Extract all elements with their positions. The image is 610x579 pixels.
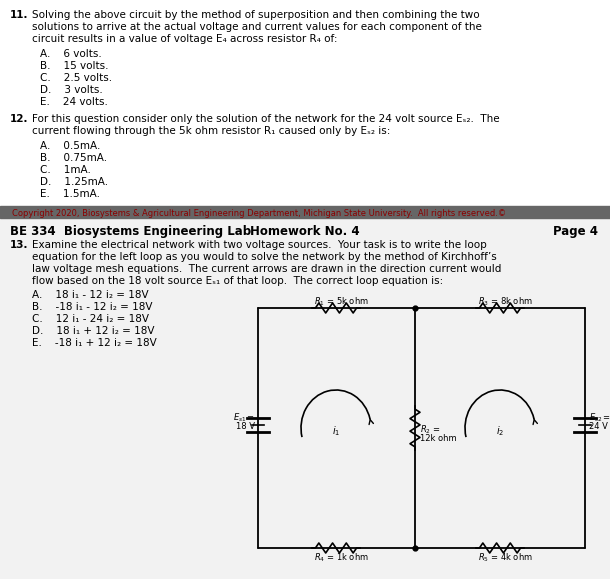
Text: 24 V: 24 V — [589, 422, 608, 431]
Text: B.    -18 i₁ - 12 i₂ = 18V: B. -18 i₁ - 12 i₂ = 18V — [32, 302, 152, 312]
Text: $E_{s2}=$: $E_{s2}=$ — [589, 412, 610, 424]
Text: equation for the left loop as you would to solve the network by the method of Ki: equation for the left loop as you would … — [32, 252, 497, 262]
Text: A.    0.5mA.: A. 0.5mA. — [40, 141, 101, 151]
Bar — [0, 218, 610, 579]
Text: D.    1.25mA.: D. 1.25mA. — [40, 177, 108, 187]
Text: D.    3 volts.: D. 3 volts. — [40, 85, 102, 95]
Text: C.    2.5 volts.: C. 2.5 volts. — [40, 73, 112, 83]
Text: $R_1$ = 5k ohm: $R_1$ = 5k ohm — [314, 296, 369, 309]
Text: law voltage mesh equations.  The current arrows are drawn in the direction curre: law voltage mesh equations. The current … — [32, 264, 501, 274]
Text: C.    1mA.: C. 1mA. — [40, 165, 91, 175]
Text: BE 334  Biosystems Engineering Lab: BE 334 Biosystems Engineering Lab — [10, 225, 251, 238]
Text: D.    18 i₁ + 12 i₂ = 18V: D. 18 i₁ + 12 i₂ = 18V — [32, 326, 154, 336]
Text: $i_1$: $i_1$ — [332, 424, 340, 438]
Text: E.    1.5mA.: E. 1.5mA. — [40, 189, 100, 199]
Text: circuit results in a value of voltage E₄ across resistor R₄ of:: circuit results in a value of voltage E₄… — [32, 34, 337, 44]
Text: 12.: 12. — [10, 114, 29, 124]
Text: Copyright 2020, Biosystems & Agricultural Engineering Department, Michigan State: Copyright 2020, Biosystems & Agricultura… — [12, 209, 506, 218]
Text: Page 4: Page 4 — [553, 225, 598, 238]
Text: $R_3$ = 8k ohm: $R_3$ = 8k ohm — [478, 296, 533, 309]
Text: Examine the electrical network with two voltage sources.  Your task is to write : Examine the electrical network with two … — [32, 240, 487, 250]
Text: current flowing through the 5k ohm resistor R₁ caused only by Eₛ₂ is:: current flowing through the 5k ohm resis… — [32, 126, 390, 136]
Bar — [0, 206, 610, 218]
Text: B.    0.75mA.: B. 0.75mA. — [40, 153, 107, 163]
Text: $E_{s1}=$: $E_{s1}=$ — [233, 412, 255, 424]
Text: E.    24 volts.: E. 24 volts. — [40, 97, 108, 107]
Text: 11.: 11. — [10, 10, 29, 20]
Text: 13.: 13. — [10, 240, 29, 250]
Text: $R_5$ = 4k ohm: $R_5$ = 4k ohm — [478, 552, 533, 565]
Text: $R_4$ = 1k ohm: $R_4$ = 1k ohm — [314, 552, 369, 565]
Text: A.    6 volts.: A. 6 volts. — [40, 49, 102, 59]
Text: B.    15 volts.: B. 15 volts. — [40, 61, 109, 71]
Text: Homework No. 4: Homework No. 4 — [250, 225, 360, 238]
Text: 12k ohm: 12k ohm — [420, 434, 457, 443]
Text: C.    12 i₁ - 24 i₂ = 18V: C. 12 i₁ - 24 i₂ = 18V — [32, 314, 149, 324]
Text: E.    -18 i₁ + 12 i₂ = 18V: E. -18 i₁ + 12 i₂ = 18V — [32, 338, 157, 348]
Text: A.    18 i₁ - 12 i₂ = 18V: A. 18 i₁ - 12 i₂ = 18V — [32, 290, 149, 300]
Text: 18 V: 18 V — [236, 422, 255, 431]
Text: Solving the above circuit by the method of superposition and then combining the : Solving the above circuit by the method … — [32, 10, 479, 20]
Text: For this question consider only the solution of the network for the 24 volt sour: For this question consider only the solu… — [32, 114, 500, 124]
Text: $R_2$ =: $R_2$ = — [420, 423, 440, 435]
Text: $i_2$: $i_2$ — [496, 424, 504, 438]
Text: flow based on the 18 volt source Eₛ₁ of that loop.  The correct loop equation is: flow based on the 18 volt source Eₛ₁ of … — [32, 276, 443, 286]
Text: solutions to arrive at the actual voltage and current values for each component : solutions to arrive at the actual voltag… — [32, 22, 482, 32]
